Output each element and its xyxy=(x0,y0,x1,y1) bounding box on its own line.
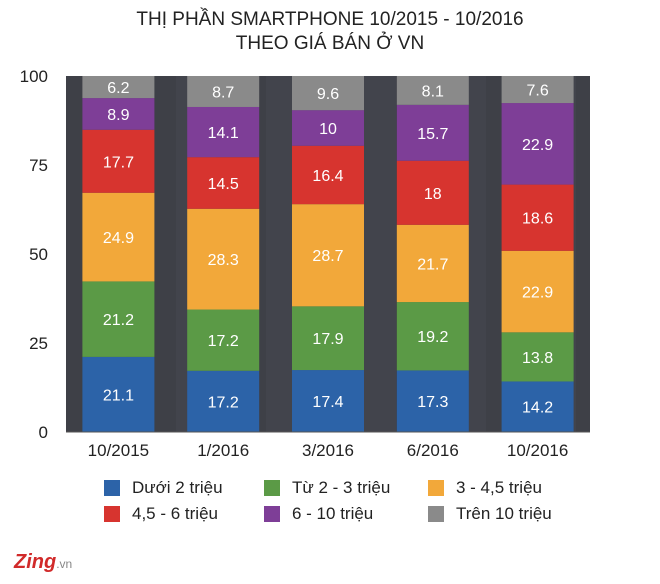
legend-label: Trên 10 triệu xyxy=(456,504,552,523)
legend-label: Từ 2 - 3 triệu xyxy=(292,478,391,497)
bar-segment xyxy=(396,104,469,161)
bar-value-label: 10 xyxy=(319,121,337,138)
bar-segment xyxy=(187,157,260,209)
y-tick-label: 75 xyxy=(29,156,48,175)
y-tick-label: 0 xyxy=(39,423,48,442)
bar-value-label: 22.9 xyxy=(522,285,553,302)
bar-segment xyxy=(501,103,574,185)
bar-value-label: 17.4 xyxy=(312,394,343,411)
bar-segment xyxy=(501,332,574,382)
legend-swatch xyxy=(104,480,120,496)
bar-value-label: 22.9 xyxy=(522,137,553,154)
bar-segment xyxy=(292,370,364,432)
bar-segment xyxy=(396,76,469,105)
bar-value-label: 18 xyxy=(424,186,442,203)
bar-value-label: 8.7 xyxy=(212,84,234,101)
legend-label: 6 - 10 triệu xyxy=(292,504,374,523)
bar-segment xyxy=(187,370,260,432)
legend-label: Dưới 2 triệu xyxy=(132,478,223,497)
bar-segment xyxy=(292,306,364,371)
y-tick-label: 100 xyxy=(20,67,48,86)
bar-value-label: 24.9 xyxy=(103,230,134,247)
legend-swatch xyxy=(264,506,280,522)
zing-logo-brand: Zing xyxy=(14,551,57,573)
legend-item: Từ 2 - 3 triệu xyxy=(264,478,390,498)
bar-segment xyxy=(82,281,155,357)
bar-value-label: 17.2 xyxy=(208,333,239,350)
bar-segment xyxy=(501,184,574,251)
bar-segment xyxy=(82,356,155,432)
bar-value-label: 17.2 xyxy=(208,394,239,411)
bar-segment xyxy=(292,145,364,205)
bar-value-label: 13.8 xyxy=(522,350,553,367)
bar-segment xyxy=(501,76,574,104)
bar-value-label: 18.6 xyxy=(522,211,553,228)
x-tick-label: 6/2016 xyxy=(407,441,459,460)
bar-segment xyxy=(187,106,260,158)
legend-item: 6 - 10 triệu xyxy=(264,504,373,524)
bar-segment xyxy=(292,204,364,307)
bar-value-label: 16.4 xyxy=(312,168,343,185)
bar-segment xyxy=(187,208,260,310)
x-tick-label: 1/2016 xyxy=(197,441,249,460)
legend-item: 3 - 4,5 triệu xyxy=(428,478,542,498)
bar-value-label: 14.1 xyxy=(208,125,239,142)
bar-segment xyxy=(501,381,574,432)
x-tick-label: 10/2015 xyxy=(88,441,149,460)
legend-item: Dưới 2 triệu xyxy=(104,478,223,498)
bar-value-label: 14.5 xyxy=(208,176,239,193)
bar-value-label: 19.2 xyxy=(417,329,448,346)
bar-segment xyxy=(82,192,155,282)
bar-segment xyxy=(396,302,469,371)
bar-value-label: 14.2 xyxy=(522,400,553,417)
legend-swatch xyxy=(104,506,120,522)
y-tick-label: 50 xyxy=(29,245,48,264)
legend-label: 3 - 4,5 triệu xyxy=(456,478,542,497)
bar-segment xyxy=(501,250,574,333)
bar-value-label: 17.7 xyxy=(103,154,134,171)
bar-value-label: 21.7 xyxy=(417,256,448,273)
x-tick-label: 10/2016 xyxy=(507,441,568,460)
bar-segment xyxy=(82,76,155,99)
x-tick-label: 3/2016 xyxy=(302,441,354,460)
bar-segment xyxy=(396,370,469,432)
chart-title: THỊ PHẦN SMARTPHONE 10/2015 - 10/2016 TH… xyxy=(0,8,660,56)
bar-value-label: 6.2 xyxy=(107,80,129,97)
chart-title-line-2: THEO GIÁ BÁN Ở VN xyxy=(235,33,425,54)
bar-value-label: 15.7 xyxy=(417,126,448,143)
bar-segment xyxy=(396,224,469,303)
bar-value-label: 28.7 xyxy=(312,248,343,265)
stacked-bar-chart: 0 25 50 75 100 21.1 21.2 24.9 17.7 8.9 6.2 10/2015 1… xyxy=(20,67,590,460)
legend-item: Trên 10 triệu xyxy=(428,504,552,524)
y-tick-label: 25 xyxy=(29,334,48,353)
bar-segment xyxy=(292,110,364,146)
legend-swatch xyxy=(428,506,444,522)
bar-segment xyxy=(396,160,469,225)
zing-logo: Zing.vn xyxy=(14,551,72,574)
bar-value-label: 17.9 xyxy=(312,331,343,348)
legend-swatch xyxy=(264,480,280,496)
bar-segment xyxy=(187,309,260,371)
bar-value-label: 8.9 xyxy=(107,107,129,124)
bar-value-label: 17.3 xyxy=(417,394,448,411)
bar-segment xyxy=(292,76,364,111)
bar-value-label: 7.6 xyxy=(526,83,548,100)
bar-value-label: 21.1 xyxy=(103,387,134,404)
legend-item: 4,5 - 6 triệu xyxy=(104,504,218,524)
bar-value-label: 9.6 xyxy=(317,86,339,103)
zing-logo-suffix: .vn xyxy=(56,557,73,571)
bar-value-label: 8.1 xyxy=(422,83,444,100)
bar-segment xyxy=(187,76,260,107)
bar-value-label: 28.3 xyxy=(208,252,239,269)
bar-segment xyxy=(82,98,155,130)
bar-value-label: 21.2 xyxy=(103,312,134,329)
legend-swatch xyxy=(428,480,444,496)
legend-label: 4,5 - 6 triệu xyxy=(132,504,218,523)
chart-title-line-1: THỊ PHẦN SMARTPHONE 10/2015 - 10/2016 xyxy=(136,9,524,30)
bar-segment xyxy=(82,129,155,193)
